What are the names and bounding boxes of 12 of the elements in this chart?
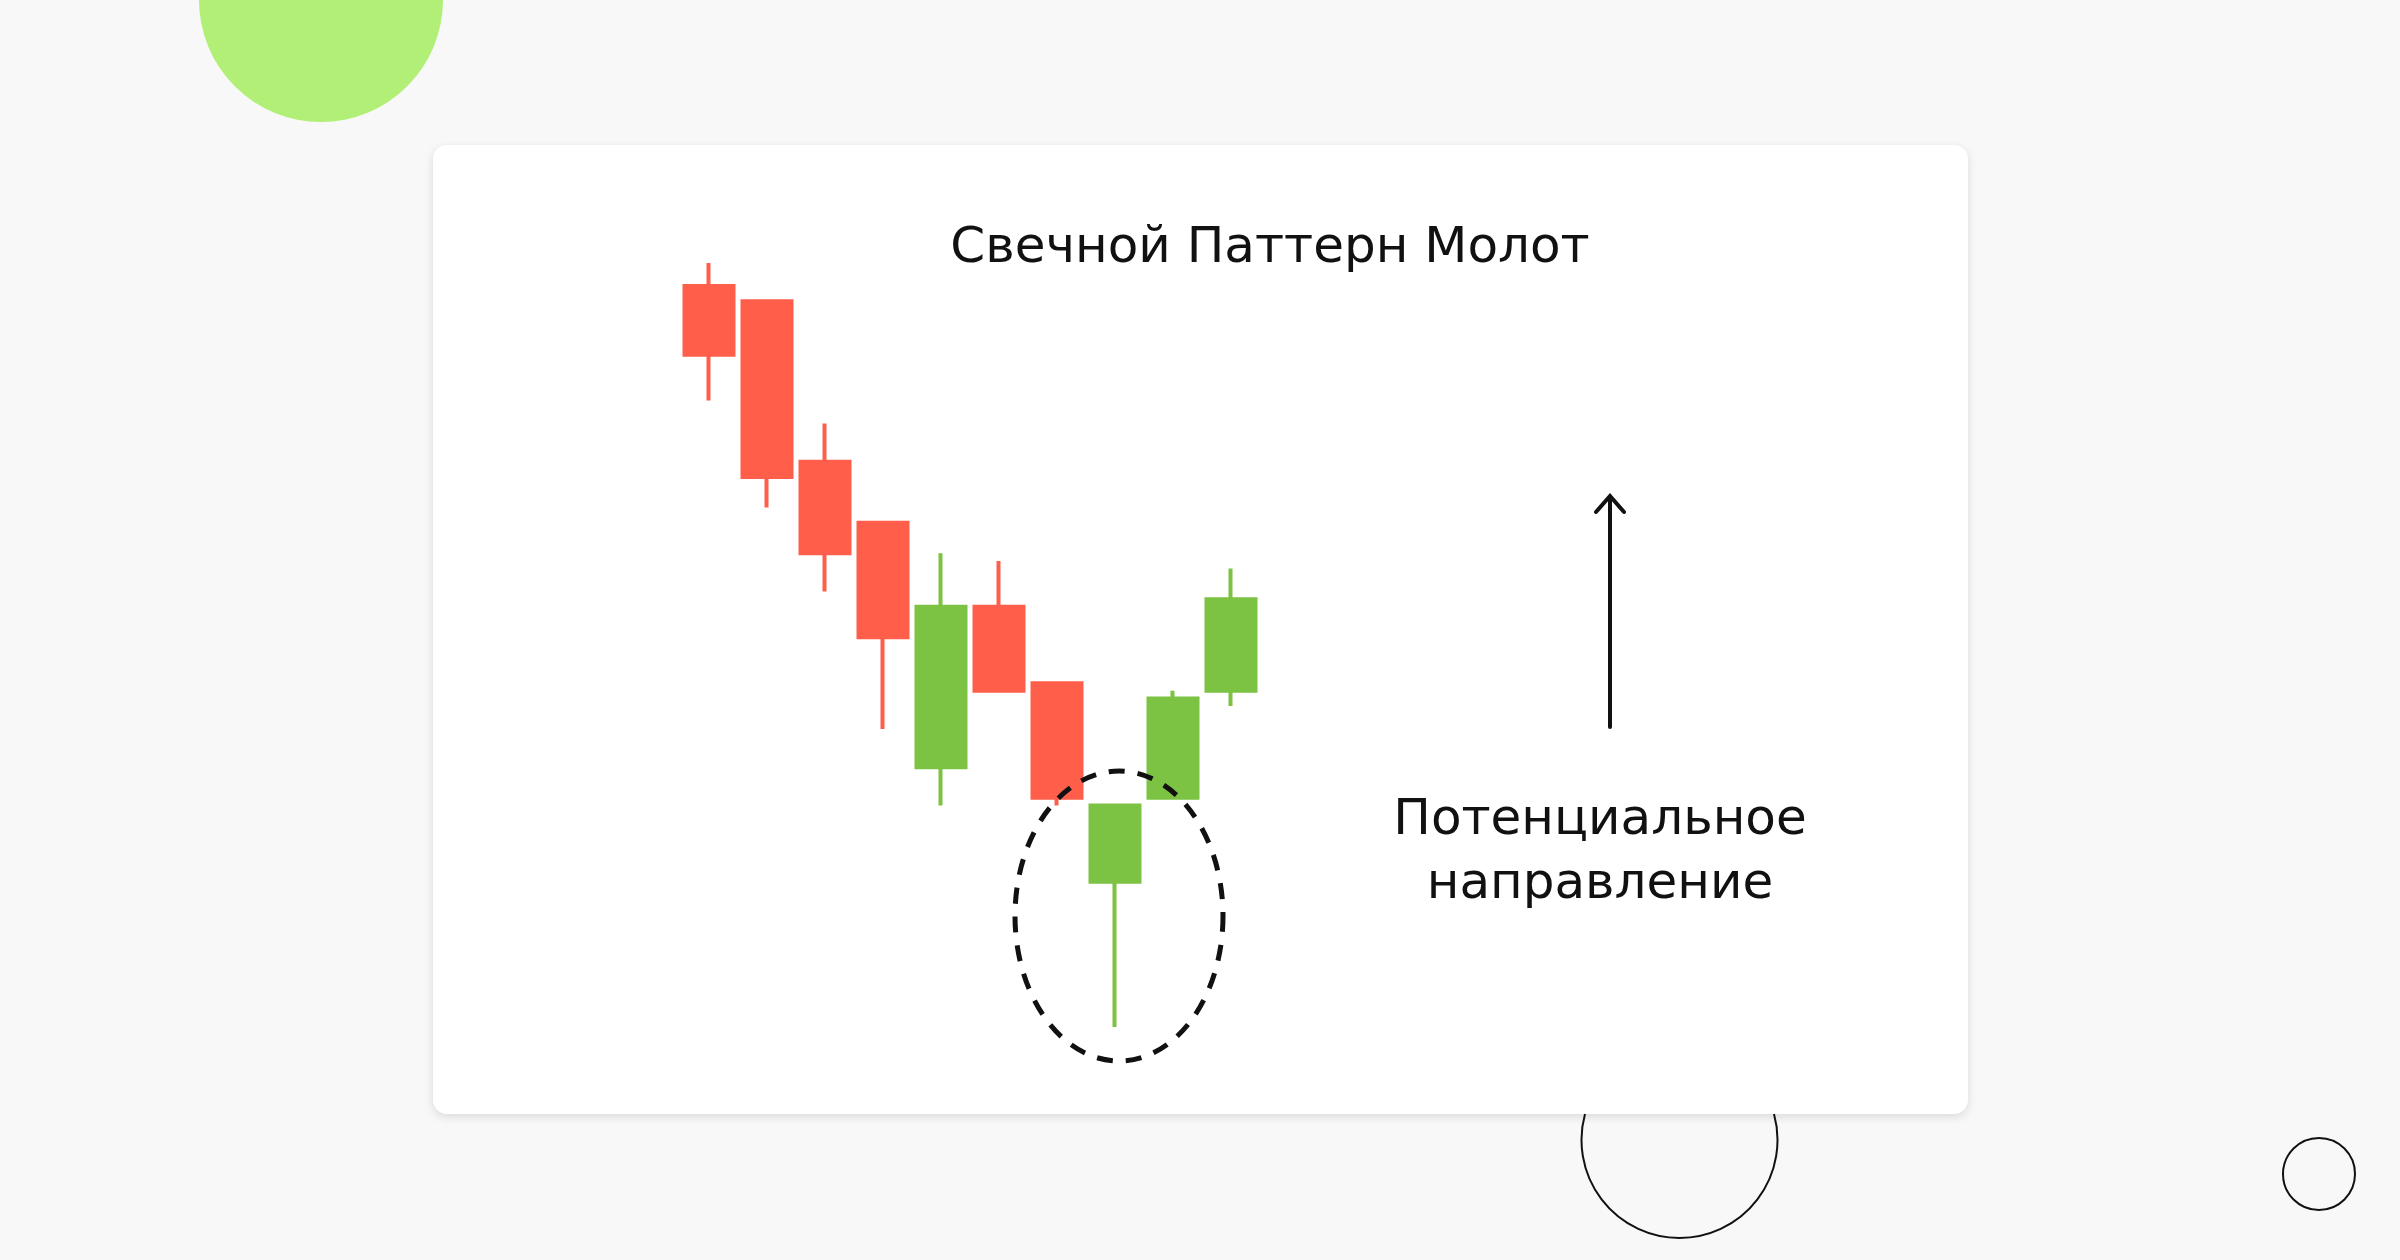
candlestick (1088, 803, 1142, 1027)
candlestick (1204, 568, 1258, 707)
candlestick (1146, 690, 1200, 800)
candlestick (682, 263, 736, 401)
text: Потенциальное направление (1392, 787, 1808, 912)
candlestick (798, 423, 852, 592)
candlestick (740, 299, 794, 508)
candlestick (856, 520, 910, 730)
candlestick (1030, 681, 1084, 806)
candlestick (914, 553, 968, 806)
candlestick (972, 560, 1026, 693)
chart-title: Свечной Паттерн Молот (950, 216, 1590, 274)
